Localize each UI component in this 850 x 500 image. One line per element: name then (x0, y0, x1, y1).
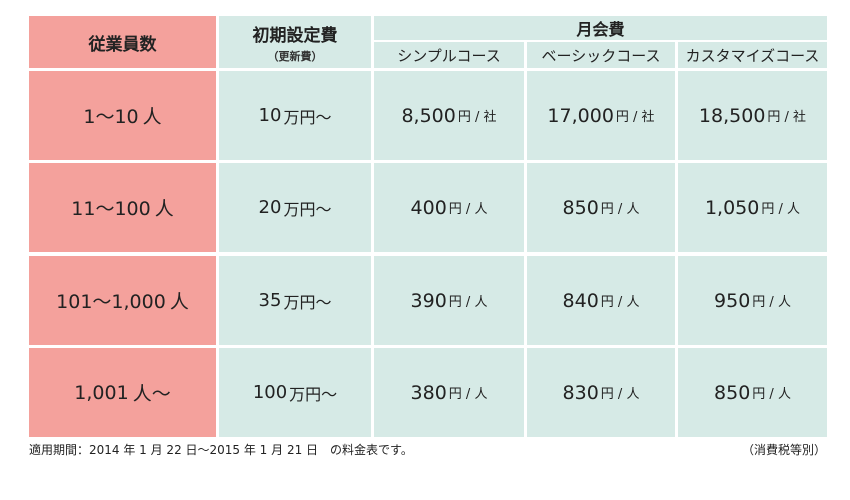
price-amount: 1,050 (704, 196, 760, 219)
price-unit: 円 / 人 (600, 295, 640, 310)
row-initial-fee: 35 万円〜 (219, 256, 371, 345)
row-employees: 11〜100 人 (29, 163, 216, 252)
row-initial-fee: 20 万円〜 (219, 163, 371, 252)
price-unit: 円 / 社 (615, 110, 655, 125)
price-cell: 18,500 円 / 社 (678, 71, 827, 160)
price-amount: 850 (562, 196, 599, 219)
row-employees: 1〜10 人 (29, 71, 216, 160)
employee-unit: 人〜 (132, 383, 171, 405)
tax-note: （消費税等別） (741, 443, 826, 457)
price-amount: 17,000 (547, 104, 614, 127)
row-initial-fee: 10 万円〜 (219, 71, 371, 160)
price-cell: 840 円 / 人 (527, 256, 675, 345)
price-unit: 円 / 人 (600, 202, 640, 217)
price-cell: 400 円 / 人 (374, 163, 524, 252)
course-label: ベーシックコース (541, 46, 661, 65)
price-cell: 380 円 / 人 (374, 348, 524, 437)
course-label: シンプルコース (397, 46, 501, 65)
employee-unit: 人 (169, 291, 189, 313)
price-unit: 円 / 人 (600, 387, 640, 402)
price-unit: 円 / 人 (761, 202, 801, 217)
price-amount: 8,500 (401, 104, 456, 127)
employee-unit: 人 (142, 106, 162, 128)
price-cell: 1,050 円 / 人 (678, 163, 827, 252)
price-unit: 円 / 人 (448, 202, 488, 217)
price-amount: 950 (714, 289, 751, 312)
price-amount: 18,500 (698, 104, 766, 127)
row-initial-fee: 100 万円〜 (219, 348, 371, 437)
employee-count: 101〜1,000 (56, 291, 166, 313)
initial-unit: 万円〜 (283, 199, 332, 219)
price-cell: 850 円 / 人 (678, 348, 827, 437)
header-monthly-fee: 月会費 (374, 16, 827, 40)
price-cell: 830 円 / 人 (527, 348, 675, 437)
price-cell: 17,000 円 / 社 (527, 71, 675, 160)
header-employees-label: 従業員数 (88, 34, 157, 55)
price-cell: 850 円 / 人 (527, 163, 675, 252)
price-unit: 円 / 人 (448, 387, 488, 402)
price-amount: 830 (562, 381, 599, 404)
header-initial-fee-label: 初期設定費 (252, 25, 338, 46)
employee-count: 11〜100 (71, 198, 151, 220)
price-amount: 390 (410, 289, 447, 312)
initial-amount: 35 (258, 290, 282, 311)
employee-unit: 人 (154, 198, 174, 220)
price-unit: 円 / 人 (752, 295, 791, 310)
initial-unit: 万円〜 (283, 107, 332, 127)
price-amount: 380 (410, 381, 447, 404)
initial-unit: 万円〜 (283, 292, 332, 312)
price-amount: 400 (410, 196, 447, 219)
header-employees: 従業員数 (29, 16, 216, 68)
price-unit: 円 / 社 (767, 110, 807, 125)
price-cell: 950 円 / 人 (678, 256, 827, 345)
price-cell: 390 円 / 人 (374, 256, 524, 345)
row-employees: 101〜1,000 人 (29, 256, 216, 345)
initial-unit: 万円〜 (289, 384, 338, 404)
header-initial-fee-sub: （更新費） (267, 49, 323, 63)
price-unit: 円 / 人 (752, 387, 791, 402)
employee-count: 1〜10 (83, 106, 139, 128)
header-course-custom: カスタマイズコース (678, 42, 827, 68)
initial-amount: 100 (252, 382, 288, 403)
price-amount: 840 (562, 289, 599, 312)
header-initial-fee: 初期設定費 （更新費） (219, 16, 371, 68)
header-monthly-fee-label: 月会費 (576, 20, 625, 39)
row-employees: 1,001 人〜 (29, 348, 216, 437)
price-cell: 8,500 円 / 社 (374, 71, 524, 160)
course-label: カスタマイズコース (685, 46, 820, 65)
initial-amount: 20 (258, 197, 282, 218)
price-unit: 円 / 社 (457, 110, 497, 125)
employee-count: 1,001 (74, 381, 129, 404)
initial-amount: 10 (258, 105, 282, 126)
header-course-simple: シンプルコース (374, 42, 524, 68)
price-amount: 850 (714, 381, 751, 404)
header-course-basic: ベーシックコース (527, 42, 675, 68)
period-note: 適用期間：2014 年 1 月 22 日〜2015 年 1 月 21 日 の料金… (29, 443, 413, 457)
price-unit: 円 / 人 (448, 295, 488, 310)
